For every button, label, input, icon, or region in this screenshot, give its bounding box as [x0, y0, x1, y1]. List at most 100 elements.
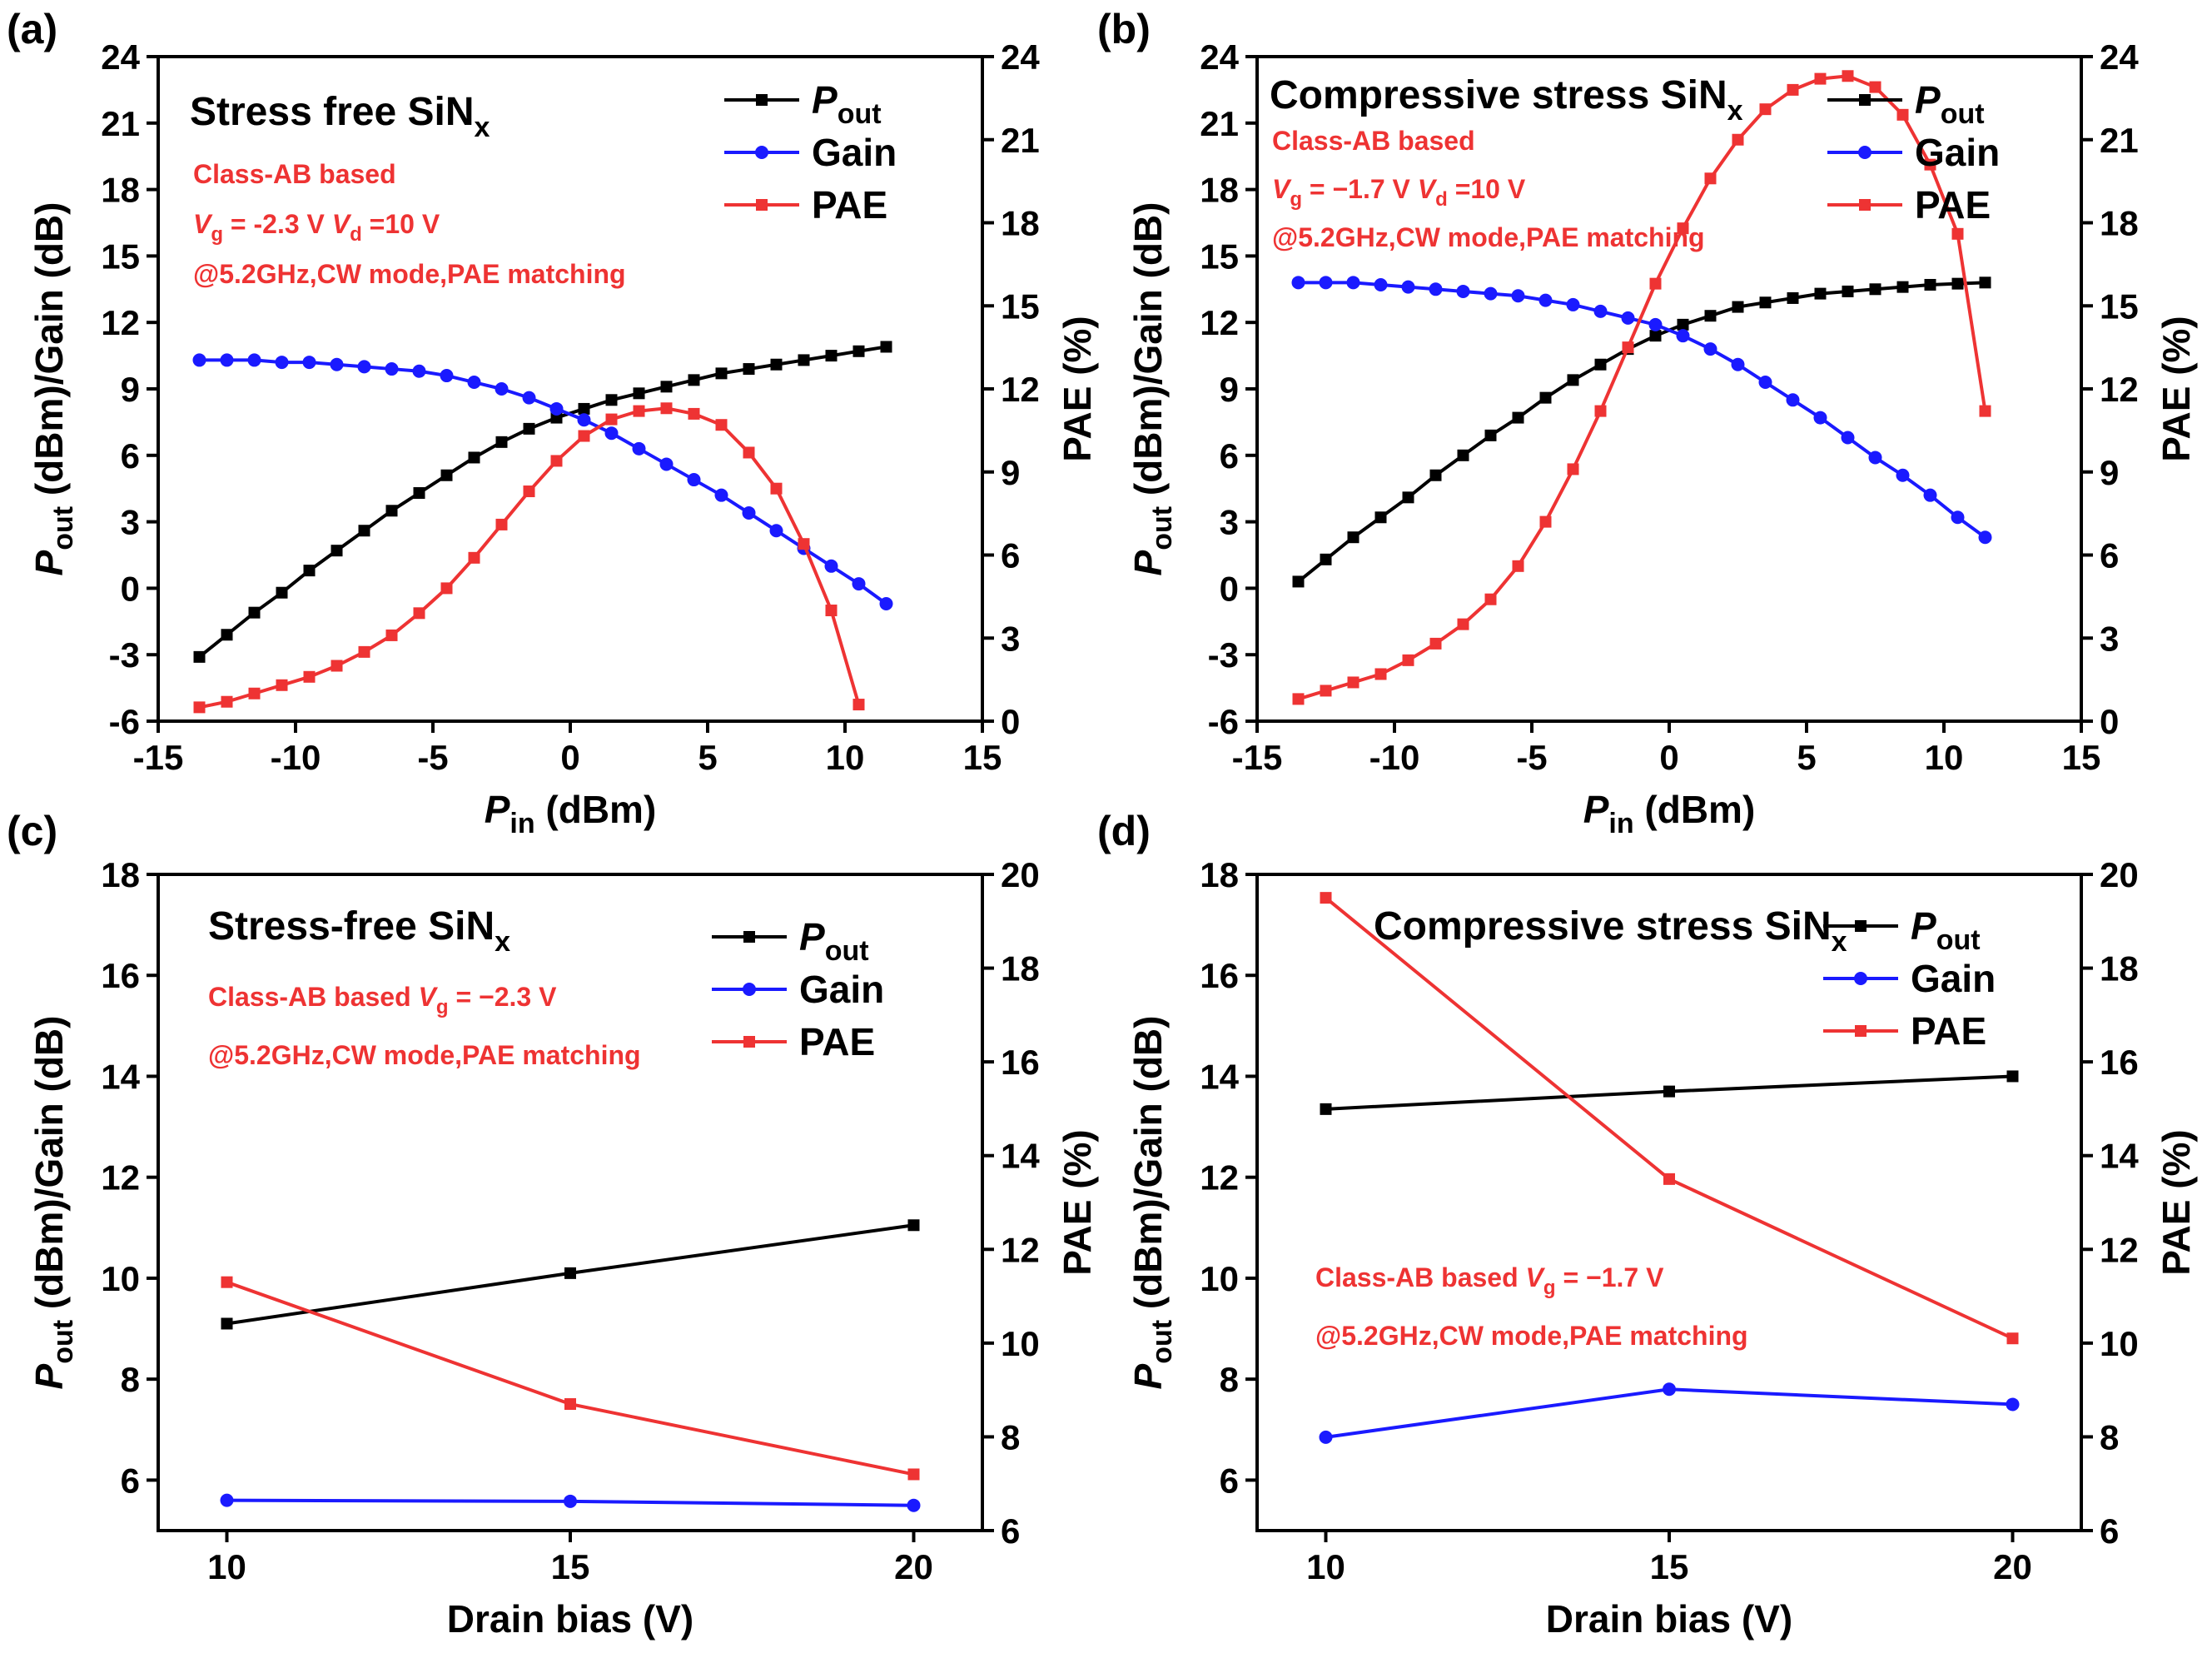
x-tick-label: -10 — [1369, 738, 1420, 777]
chart-title: Stress-free SiNx — [208, 904, 510, 958]
y2-axis-title: PAE (%) — [2155, 316, 2198, 462]
y-tick-label: 9 — [121, 370, 140, 409]
series-pae-point — [1567, 463, 1579, 475]
series-pae-point — [1512, 560, 1524, 572]
y-tick-label: 15 — [1200, 237, 1239, 276]
y2-tick-label: 3 — [1001, 619, 1020, 658]
series-gain-point — [1291, 276, 1305, 290]
y-tick-label: 18 — [101, 855, 140, 894]
y2-tick-label: 0 — [1001, 702, 1020, 741]
panel-label: (b) — [1097, 6, 1151, 52]
series-gain-point — [302, 356, 316, 370]
series-pout-point — [1649, 330, 1662, 342]
series-gain-point — [632, 441, 646, 456]
y-axis-title: Pout (dBm)/Gain (dB) — [27, 1016, 79, 1390]
panel-a: (a) -15 -10 -5 0 5 10 15 -6 -3 0 3 6 9 12 15 18 21 24 0 3 6 9 1… — [7, 6, 1099, 839]
annotation-conditions: @5.2GHz,CW mode,PAE matching — [1272, 222, 1705, 252]
y-tick-label: 6 — [121, 1461, 140, 1500]
series-pae-point — [1924, 158, 1936, 171]
series-gain-point — [1648, 317, 1663, 331]
series-pout-point — [688, 374, 700, 386]
series-pout-point — [564, 1267, 576, 1279]
panel-d: (d) 10 15 20 6 8 10 12 14 16 18 6 8 10 12 14 16 18 20 Drain… — [1097, 808, 2198, 1641]
series-pout-point — [1979, 276, 1991, 289]
x-tick-label: 20 — [894, 1547, 933, 1586]
series-gain-point — [549, 401, 564, 416]
series-gain-point — [357, 360, 371, 374]
series-pae-point — [385, 629, 398, 641]
series-pout-point — [1374, 511, 1387, 524]
series-gain-point — [1676, 329, 1690, 343]
series-gain-point — [330, 357, 344, 371]
series-pout-point — [1924, 278, 1936, 291]
panel-c: (c) 10 15 20 6 8 10 12 14 16 18 6 8 10 12 14 16 18 20 Drain… — [7, 808, 1099, 1641]
x-tick-label: 15 — [1650, 1547, 1689, 1586]
series-pout-point — [1759, 296, 1772, 309]
series-gain-point — [659, 457, 674, 471]
series-pout-point — [1677, 318, 1689, 331]
y-tick-label: 10 — [101, 1259, 140, 1298]
series-gain-point — [1319, 1430, 1333, 1444]
panel-b: (b) -15 -10 -5 0 5 10 15 -6 -3 0 3 6 9 12 15 18 21 24 0 3 6 9 1… — [1097, 6, 2198, 839]
y2-tick-label: 12 — [1001, 1230, 1040, 1269]
series-pout-point — [221, 1317, 233, 1330]
vg-subscript: g — [1543, 1277, 1556, 1299]
series-gain-point — [1841, 431, 1855, 445]
series-gain-point — [714, 488, 728, 502]
series-pae-point — [1663, 1173, 1675, 1185]
y2-axis-title: PAE (%) — [1056, 316, 1099, 462]
series-pout-point — [852, 345, 865, 357]
series-pout-point — [1663, 1085, 1675, 1098]
series-pae-point — [1814, 72, 1827, 85]
panel-label: (c) — [7, 808, 57, 854]
series-pae-point — [248, 687, 261, 700]
legend-label: PAE — [799, 1020, 875, 1063]
annotation-class: Class-AB based — [193, 159, 396, 189]
y2-tick-label: 18 — [2100, 204, 2139, 243]
legend-symbol: P — [812, 78, 838, 122]
series-pae-point — [1951, 227, 1964, 240]
y-tick-label: 21 — [1200, 104, 1239, 143]
y-tick-label: -3 — [1208, 635, 1239, 675]
x-axis-title: Drain bias (V) — [447, 1597, 694, 1641]
y2-tick-label: 8 — [1001, 1417, 1020, 1456]
series-pae-line — [199, 406, 861, 710]
series-pae-point — [1842, 70, 1854, 82]
vg-subscript: g — [436, 996, 449, 1018]
series-pae-point — [907, 1468, 920, 1481]
y-axis-symbol: P — [1126, 550, 1170, 575]
annotation-conditions: @5.2GHz,CW mode,PAE matching — [208, 1040, 641, 1070]
series-pae-point — [1320, 892, 1332, 904]
series-gain-point — [247, 353, 261, 367]
x-axis-symbol: P — [485, 788, 510, 831]
x-tick-label: 0 — [1659, 738, 1678, 777]
panel-label: (d) — [1097, 808, 1151, 854]
series-pout-point — [303, 565, 316, 577]
series-pae-point — [1539, 515, 1552, 528]
series-pae-point — [578, 430, 590, 442]
legend-symbol: P — [799, 915, 825, 958]
series-pae-point — [1457, 618, 1469, 630]
legend-symbol: P — [1915, 78, 1941, 122]
series-pae-line — [226, 1280, 914, 1476]
series-gain-line — [1298, 281, 1986, 539]
x-tick-label: -15 — [1232, 738, 1283, 777]
series-gain-point — [1319, 276, 1333, 290]
series-pae-point — [1677, 222, 1689, 235]
series-pout-point — [248, 606, 261, 619]
series-pout-point — [221, 629, 233, 641]
series-pae-point — [221, 1276, 233, 1288]
series-pout-point — [1594, 358, 1607, 371]
y2-tick-label: 12 — [2100, 370, 2139, 409]
y-tick-label: 8 — [121, 1360, 140, 1399]
series-pout-point — [1842, 285, 1854, 297]
x-tick-label: 15 — [2062, 738, 2101, 777]
chart-title-subscript: x — [495, 926, 510, 958]
x-axis-title: Pin (dBm) — [485, 788, 657, 839]
series-gain-point — [1731, 357, 1745, 371]
bias-annotation: Class-AB based Vg = −2.3 V — [208, 982, 557, 1018]
vd-subscript: d — [350, 223, 362, 246]
y2-tick-label: 16 — [1001, 1043, 1040, 1082]
series-pae-point — [770, 482, 783, 495]
series-pout-point — [413, 487, 425, 500]
